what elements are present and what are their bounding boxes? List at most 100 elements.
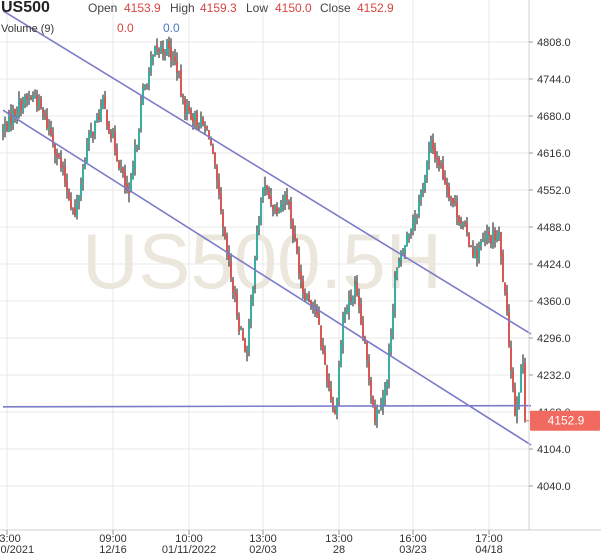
candle-body [358, 295, 360, 306]
candle-body [128, 190, 130, 194]
candle-body [412, 222, 414, 231]
candle-body [82, 168, 84, 182]
candle-body [220, 193, 222, 212]
candle-body [328, 379, 330, 387]
candle-body [474, 249, 476, 259]
candle-body [260, 200, 262, 223]
candle-body [354, 284, 356, 296]
volume-indicator-label[interactable]: Volume (9) [1, 23, 55, 35]
candle-body [22, 104, 24, 112]
candle-body [506, 292, 508, 312]
vertical-gridlines [6, 0, 490, 530]
candle-body [240, 328, 242, 331]
candle-body [16, 113, 18, 118]
candle-body [476, 250, 478, 258]
candle-body [72, 208, 74, 210]
candle-body [330, 388, 332, 401]
candle-body [308, 294, 310, 301]
candle-body [34, 96, 36, 98]
candle-body [224, 227, 226, 237]
candle-body [126, 183, 128, 191]
candle-body [252, 286, 254, 303]
x-tick-time: 13:00 [325, 533, 353, 545]
candle-body [154, 45, 156, 55]
candle-body [10, 112, 12, 124]
candle-body [492, 230, 494, 243]
close-label: Close [320, 1, 351, 15]
candle-body [386, 381, 388, 387]
candle-body [520, 367, 522, 393]
candle-body [276, 207, 278, 214]
candle-body [400, 251, 402, 262]
x-tick-date: 04/18 [475, 544, 503, 556]
candle-body [446, 183, 448, 189]
candle-body [218, 180, 220, 194]
candle-body [242, 330, 244, 341]
candle-body [174, 56, 176, 61]
candle-body [134, 147, 136, 168]
candle-body [74, 207, 76, 216]
candle-body [228, 253, 230, 261]
candle-body [460, 220, 462, 224]
candle-body [490, 235, 492, 244]
price-axis: 4808.0 4744.0 4680.0 4616.0 4552.0 4488.0 4424… [529, 37, 571, 493]
candle-body [478, 247, 480, 259]
chart-header: US500 Open 4153.9 High 4159.3 Low 4150.0… [0, 0, 601, 40]
trendline [2, 404, 532, 408]
candle-body [164, 52, 166, 54]
candle-body [458, 216, 460, 223]
candle-body [40, 98, 42, 108]
trendlines[interactable] [2, 10, 532, 446]
candle-body [38, 98, 40, 108]
candle-body [472, 248, 474, 257]
volume-value-2: 0.0 [163, 21, 180, 35]
candle-body [432, 140, 434, 150]
candle-body [20, 99, 22, 111]
candle-body [130, 178, 132, 193]
candle-body [186, 104, 188, 115]
candle-body [402, 250, 404, 252]
candle-body [466, 223, 468, 233]
candle-body [284, 193, 286, 202]
horizontal-gridlines [0, 41, 529, 487]
y-tick-label: 4744.0 [537, 74, 571, 86]
candle-body [198, 126, 200, 129]
candle-body [216, 166, 218, 181]
candle-body [14, 109, 16, 116]
candle-body [68, 191, 70, 201]
candle-body [76, 202, 78, 217]
candle-body [336, 399, 338, 415]
candle-body [426, 161, 428, 176]
candle-body [384, 385, 386, 399]
low-value: 4150.0 [275, 1, 312, 15]
candle-body [416, 214, 418, 216]
candle-body [372, 396, 374, 407]
candle-body [192, 117, 194, 122]
candle-body [356, 284, 358, 295]
candle-body [340, 344, 342, 367]
symbol-title[interactable]: US500 [1, 0, 50, 16]
candle-body [238, 317, 240, 332]
candle-body [262, 187, 264, 200]
candle-body [60, 157, 62, 168]
candle-body [494, 230, 496, 241]
candle-body [152, 55, 154, 62]
candle-body [298, 253, 300, 274]
candle-body [502, 253, 504, 282]
candle-body [500, 232, 502, 256]
candle-body [380, 406, 382, 409]
open-label: Open [88, 1, 118, 15]
candle-body [250, 300, 252, 322]
candle-body [392, 311, 394, 334]
candle-body [182, 95, 184, 98]
candle-body [94, 120, 96, 136]
candle-body [518, 392, 520, 406]
candle-body [56, 154, 58, 157]
candle-body [42, 109, 44, 113]
candle-body [266, 185, 268, 190]
close-value: 4152.9 [357, 1, 394, 15]
candle-body [118, 161, 120, 169]
candle-body [300, 271, 302, 281]
candle-body [90, 130, 92, 136]
